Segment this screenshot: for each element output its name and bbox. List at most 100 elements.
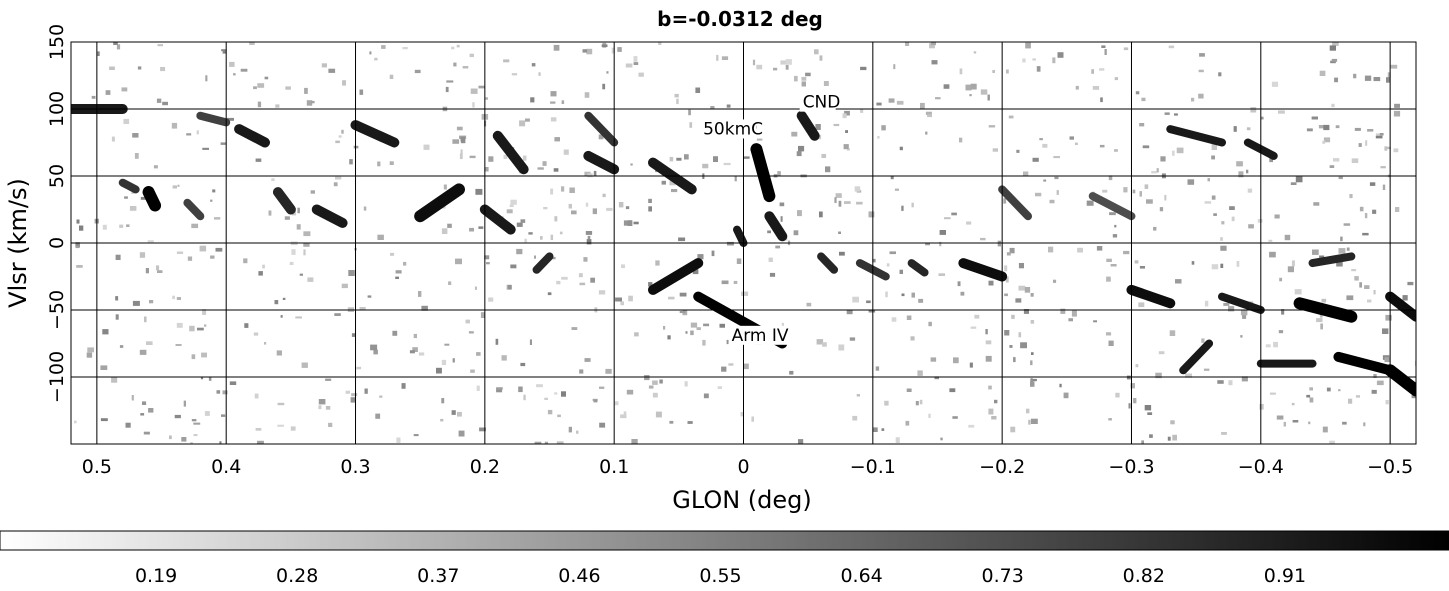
noise-speckle (221, 49, 227, 52)
noise-speckle (475, 188, 483, 195)
noise-speckle (1013, 357, 1016, 363)
noise-speckle (684, 381, 688, 387)
noise-speckle (460, 136, 465, 142)
noise-speckle (611, 47, 615, 54)
noise-speckle (191, 354, 196, 360)
noise-speckle (511, 73, 518, 76)
noise-speckle (889, 251, 896, 255)
noise-speckle (1032, 58, 1036, 61)
noise-speckle (328, 422, 333, 427)
noise-speckle (901, 205, 904, 211)
noise-speckle (631, 439, 638, 444)
noise-speckle (633, 62, 639, 65)
noise-speckle (451, 410, 456, 415)
noise-speckle (452, 139, 460, 144)
noise-speckle (1238, 171, 1244, 178)
noise-speckle (1139, 191, 1142, 197)
noise-speckle (1204, 300, 1209, 307)
noise-speckle (1218, 72, 1222, 77)
emission-feature (1308, 252, 1356, 268)
noise-speckle (1318, 125, 1326, 129)
noise-speckle (838, 344, 845, 351)
noise-speckle (949, 388, 956, 393)
noise-speckle (1023, 171, 1029, 176)
noise-speckle (1187, 179, 1195, 185)
noise-speckle (679, 310, 686, 314)
noise-speckle (1221, 221, 1225, 225)
noise-speckle (1018, 332, 1022, 338)
noise-speckle (617, 47, 622, 52)
y-tick-label: 0 (46, 237, 68, 249)
noise-speckle (1287, 266, 1294, 273)
noise-speckle (688, 109, 691, 116)
noise-speckle (536, 384, 543, 388)
noise-speckle (1030, 320, 1035, 324)
noise-speckle (441, 359, 447, 366)
noise-speckle (634, 332, 639, 337)
emission-feature (479, 204, 516, 235)
noise-speckle (620, 414, 627, 419)
noise-speckle (586, 239, 592, 245)
noise-speckle (1075, 85, 1079, 90)
noise-speckle (1268, 239, 1273, 242)
noise-speckle (669, 420, 674, 424)
noise-speckle (988, 408, 994, 415)
noise-speckle (1099, 144, 1105, 148)
noise-speckle (199, 245, 207, 252)
noise-speckle (1093, 320, 1097, 323)
noise-speckle (1128, 403, 1131, 409)
noise-speckle (1349, 194, 1353, 199)
noise-speckle (1259, 404, 1264, 410)
noise-speckle (918, 298, 924, 303)
noise-speckle (648, 198, 652, 203)
noise-speckle (593, 170, 597, 176)
colorbar-tick-label: 0.28 (276, 565, 318, 587)
noise-speckle (910, 336, 915, 341)
noise-speckle (1393, 110, 1401, 117)
noise-speckle (1278, 110, 1285, 114)
noise-speckle (582, 49, 588, 53)
colorbar-tick-label: 0.73 (982, 565, 1024, 587)
noise-speckle (1032, 157, 1039, 162)
noise-speckle (877, 136, 880, 139)
noise-speckle (894, 188, 899, 191)
noise-speckle (988, 280, 994, 286)
x-tick-label: 0.5 (82, 456, 112, 478)
x-tick-label: 0 (737, 456, 749, 478)
noise-speckle (447, 223, 452, 228)
noise-speckle (233, 73, 236, 76)
noise-speckle (325, 406, 331, 410)
noise-speckle (1211, 144, 1217, 150)
noise-speckle (819, 211, 823, 218)
noise-speckle (1241, 376, 1248, 382)
noise-speckle (202, 309, 207, 315)
noise-speckle (717, 386, 722, 389)
noise-speckle (598, 134, 604, 140)
noise-speckle (395, 276, 399, 279)
noise-speckle (291, 249, 296, 255)
noise-speckle (1054, 176, 1059, 180)
noise-speckle (928, 413, 931, 418)
x-tick-label: 0.1 (599, 456, 629, 478)
noise-speckle (1248, 224, 1254, 229)
emission-feature (647, 258, 704, 295)
noise-speckle (554, 216, 558, 222)
noise-speckle (1365, 140, 1368, 146)
noise-speckle (350, 397, 356, 403)
noise-speckle (630, 163, 633, 166)
noise-speckle (856, 201, 863, 205)
noise-speckle (264, 342, 267, 345)
noise-speckle (1009, 345, 1013, 348)
noise-speckle (844, 201, 851, 204)
noise-speckle (890, 176, 894, 180)
noise-speckle (402, 47, 408, 50)
noise-speckle (191, 419, 197, 422)
noise-speckle (561, 276, 568, 280)
noise-speckle (145, 268, 149, 274)
noise-speckle (602, 83, 606, 90)
noise-speckle (91, 95, 96, 99)
noise-speckle (628, 295, 633, 302)
noise-speckle (606, 207, 613, 211)
noise-speckle (1172, 434, 1177, 441)
noise-speckle (585, 202, 589, 207)
